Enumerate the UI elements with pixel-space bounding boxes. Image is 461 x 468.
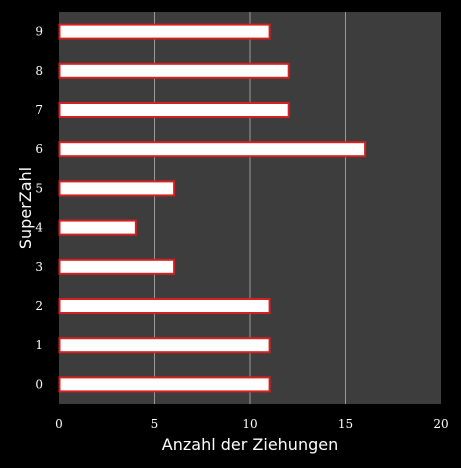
bar-9 xyxy=(58,23,271,40)
x-tick-label-0: 0 xyxy=(55,417,63,431)
y-tick-label-7: 7 xyxy=(35,103,43,117)
x-tick-label-20: 20 xyxy=(433,417,448,431)
x-tick-label-5: 5 xyxy=(151,417,159,431)
y-tick-label-0: 0 xyxy=(35,377,43,391)
y-tick-label-3: 3 xyxy=(35,260,43,274)
bar-6 xyxy=(58,141,367,158)
bars xyxy=(58,23,367,393)
bar-0 xyxy=(58,376,271,393)
x-tick-labels: 0 5 10 15 20 xyxy=(55,417,448,431)
y-axis-title: SuperZahl xyxy=(16,167,35,249)
bar-2 xyxy=(58,298,271,314)
bar-5 xyxy=(58,180,176,197)
y-tick-label-2: 2 xyxy=(35,299,43,313)
bar-1 xyxy=(58,337,271,354)
y-tick-label-8: 8 xyxy=(35,64,43,78)
y-tick-label-1: 1 xyxy=(35,338,43,352)
bar-3 xyxy=(58,258,176,275)
x-axis-title: Anzahl der Ziehungen xyxy=(162,435,338,454)
y-tick-labels: 0 1 2 3 4 5 6 7 8 9 xyxy=(35,25,43,392)
x-tick-label-10: 10 xyxy=(242,417,257,431)
y-tick-label-4: 4 xyxy=(35,221,43,235)
bar-8 xyxy=(58,62,290,79)
y-tick-label-6: 6 xyxy=(35,142,43,156)
bar-7 xyxy=(58,102,290,118)
x-tick-label-15: 15 xyxy=(338,417,353,431)
y-tick-label-5: 5 xyxy=(35,181,43,195)
y-tick-label-9: 9 xyxy=(35,25,43,39)
bar-4 xyxy=(58,219,137,236)
